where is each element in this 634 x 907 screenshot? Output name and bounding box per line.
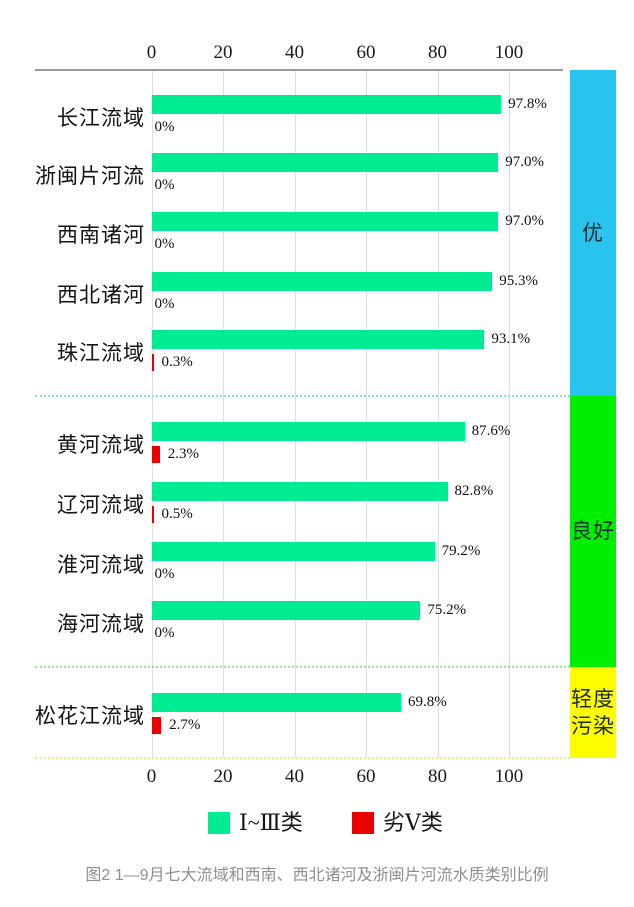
bar-value-label: 97.0% [505,213,545,229]
bar-value-label: 93.1% [491,331,531,347]
bar-class1to3 [151,542,435,561]
bar-class1to3 [151,153,499,172]
bar-value-label: 0.5% [161,506,193,522]
x-axis-bottom-tick-100: 100 [494,766,524,787]
bar-value-label: 97.0% [505,154,545,170]
bar-value-label-zero: 0% [154,236,175,252]
bar-class1to3 [151,330,485,349]
x-axis-top-tick-0: 0 [146,42,157,63]
bar-value-label: 2.3% [167,446,199,462]
category-label-7: 辽河流域 [57,493,145,517]
bar-class1to3 [151,422,465,441]
legend-label-class1to3: Ⅰ~Ⅲ类 [239,810,303,835]
bar-class1to3 [151,601,421,620]
bar-worse-than-class5 [151,506,154,523]
x-axis-top-tick-100: 100 [494,42,524,63]
quality-band-2: 良好 [570,396,616,667]
quality-band-1: 优 [570,70,616,396]
x-axis-top-tick-20: 20 [213,42,233,63]
category-label-6: 黄河流域 [57,433,145,457]
section-separator-2 [35,666,570,668]
x-axis-top-tick-40: 40 [285,42,304,63]
bar-value-label: 75.2% [427,602,467,618]
gridline-100 [509,70,510,758]
category-label-5: 珠江流域 [57,341,145,365]
plot-area: 0 0 20 20 40 40 60 60 80 80 100 100 优良好轻度污染 长江流域 97.8%… [35,42,616,787]
quality-band-label: 优 [582,220,604,245]
legend-swatch-class1to3 [208,812,230,834]
gridline-20 [223,70,224,758]
bar-worse-than-class5 [151,717,162,734]
bar-class1to3 [151,212,499,231]
bar-value-label-zero: 0% [154,119,175,135]
x-axis-bottom-tick-40: 40 [285,766,304,787]
bar-value-label-zero: 0% [154,566,175,582]
gridline-40 [294,70,296,758]
gridline-60 [366,70,367,758]
quality-band-label: 轻度污染 [571,686,615,738]
bar-worse-than-class5 [151,446,160,463]
x-axis-top-tick-80: 80 [428,42,447,63]
category-label-9: 海河流域 [57,612,145,636]
bar-value-label: 87.6% [471,423,511,439]
chart-legend: Ⅰ~Ⅲ类 劣Ⅴ类 [0,810,634,836]
bar-value-label: 79.2% [441,543,481,559]
bar-value-label: 95.3% [499,273,538,289]
x-axis-bottom-tick-0: 0 [146,766,157,787]
section-separator-3 [35,757,570,759]
bar-value-label-zero: 0% [154,625,175,641]
x-axis-line-top [35,69,563,71]
category-label-2: 浙闽片河流 [35,164,145,188]
legend-swatch-worse-than-class5 [352,812,374,834]
category-label-10: 松花江流域 [35,704,145,728]
x-axis-top-tick-60: 60 [356,42,376,63]
gridline-0 [151,70,153,758]
bar-value-label: 97.8% [508,96,547,112]
x-axis-bottom-tick-80: 80 [428,766,447,787]
bar-class1to3 [151,272,493,291]
figure-caption: 图2 1—9月七大流域和西南、西北诸河及浙闽片河流水质类别比例 [85,867,549,884]
bar-class1to3 [151,693,402,712]
bar-worse-than-class5 [151,354,154,371]
bar-value-label: 82.8% [454,483,494,499]
bar-class1to3 [151,482,448,501]
gridline-80 [437,70,439,758]
x-axis-bottom-tick-60: 60 [356,766,376,787]
category-label-8: 淮河流域 [57,553,145,577]
quality-band-3: 轻度污染 [570,667,616,758]
section-separator-1 [35,395,570,397]
category-label-4: 西北诸河 [57,283,145,307]
category-label-1: 长江流域 [57,106,145,130]
bar-value-label: 0.3% [161,354,193,370]
category-label-3: 西南诸河 [57,223,145,247]
x-axis-bottom-tick-20: 20 [213,766,233,787]
bar-value-label: 69.8% [408,694,447,710]
bar-class1to3 [151,95,502,114]
bar-value-label-zero: 0% [154,177,175,193]
legend-label-worse-than-class5: 劣Ⅴ类 [383,810,443,835]
bar-value-label-zero: 0% [154,296,175,312]
bar-value-label: 2.7% [169,717,201,733]
quality-band-label: 良好 [571,519,615,543]
